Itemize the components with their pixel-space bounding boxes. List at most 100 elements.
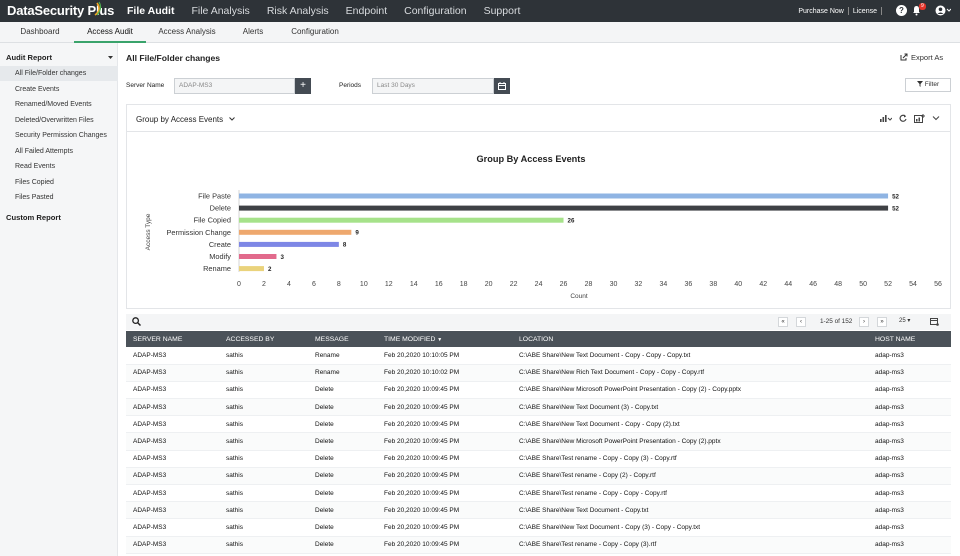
chart-bar[interactable]	[239, 266, 264, 272]
table-row[interactable]: ADAP-MS3 sathis Delete Feb 20,2020 10:09:45…	[126, 536, 951, 554]
purchase-now-link[interactable]: Purchase Now	[798, 7, 844, 15]
filter-button[interactable]: Filter	[905, 78, 951, 92]
chart-x-tick-label: 44	[784, 281, 792, 288]
chart-x-tick-label: 52	[884, 281, 892, 288]
cell-accessed-by: sathis	[219, 501, 308, 520]
export-as-button[interactable]: Export As	[900, 53, 943, 62]
server-name-label: Server Name	[126, 82, 165, 89]
col-accessed-by[interactable]: ACCESSED BY	[219, 331, 308, 347]
calendar-button[interactable]	[494, 78, 510, 94]
topnav-file-analysis[interactable]: File Analysis	[191, 5, 250, 17]
sidebar-item-deleted[interactable]: Deleted/Overwritten Files	[15, 117, 94, 124]
col-server-name[interactable]: SERVER NAME	[126, 331, 219, 347]
server-name-input[interactable]: ADAP-MS3	[174, 78, 295, 94]
sidebar-heading-audit-report[interactable]: Audit Report	[6, 53, 52, 62]
chart-x-tick-label: 36	[684, 281, 692, 288]
col-time-modified[interactable]: TIME MODIFIED ▼	[377, 331, 512, 347]
help-icon[interactable]: ?	[896, 5, 907, 16]
chart-x-tick-label: 2	[262, 281, 266, 288]
periods-input[interactable]: Last 30 Days	[372, 78, 494, 94]
sidebar-item-renamed-moved[interactable]: Renamed/Moved Events	[15, 101, 92, 108]
topnav-support[interactable]: Support	[483, 5, 521, 17]
table-row[interactable]: ADAP-MS3 sathis Delete Feb 20,2020 10:09:45…	[126, 450, 951, 468]
chart-bar[interactable]	[239, 229, 352, 235]
chart-bar[interactable]	[239, 193, 889, 199]
user-avatar-icon[interactable]	[935, 5, 951, 16]
topnav-configuration[interactable]: Configuration	[404, 5, 467, 17]
page-size-select[interactable]: 25 ▾	[899, 318, 911, 324]
cell-time-modified: Feb 20,2020 10:09:45 PM	[377, 398, 512, 417]
table-row[interactable]: ADAP-MS3 sathis Delete Feb 20,2020 10:09:45…	[126, 518, 951, 537]
table-row[interactable]: ADAP-MS3 sathis Delete Feb 20,2020 10:09:45…	[126, 398, 951, 417]
chart-bar[interactable]	[239, 241, 339, 247]
cell-time-modified: Feb 20,2020 10:09:45 PM	[377, 467, 512, 486]
filter-label: Filter	[924, 81, 940, 88]
add-server-button[interactable]: +	[295, 78, 311, 94]
sidebar-item-permission-changes[interactable]: Security Permission Changes	[15, 132, 107, 139]
pagination-info: 1-25 of 152	[820, 318, 853, 325]
cell-message: Delete	[308, 415, 377, 434]
cell-accessed-by: sathis	[219, 364, 308, 382]
page-size-value: 25	[899, 318, 906, 324]
sidebar-item-files-copied[interactable]: Files Copied	[15, 179, 54, 186]
table-row[interactable]: ADAP-MS3 sathis Rename Feb 20,2020 10:10:02…	[126, 364, 951, 382]
cell-location: C:\ABE Share\New Rich Text Document - Co…	[512, 364, 868, 382]
bar-chart: Group By Access Events Access Type Count…	[145, 154, 942, 300]
cell-time-modified: Feb 20,2020 10:09:45 PM	[377, 432, 512, 451]
chart-bar[interactable]	[239, 254, 277, 259]
chart-type-icon[interactable]	[880, 114, 892, 122]
sidebar-heading-custom-report[interactable]: Custom Report	[6, 213, 61, 222]
add-to-dashboard-icon[interactable]	[914, 114, 925, 123]
first-page-button[interactable]: «	[778, 317, 788, 327]
tab-alerts[interactable]: Alerts	[242, 27, 264, 36]
prev-page-button[interactable]: ‹	[796, 317, 806, 327]
chart-bar[interactable]	[239, 205, 889, 211]
cell-message: Delete	[308, 467, 377, 486]
cell-accessed-by: sathis	[219, 381, 308, 400]
sidebar-item-files-pasted[interactable]: Files Pasted	[15, 194, 54, 201]
column-chooser-icon[interactable]	[930, 318, 939, 326]
topnav-file-audit[interactable]: File Audit	[127, 5, 175, 17]
col-location[interactable]: LOCATION	[512, 331, 868, 347]
calendar-icon	[498, 82, 506, 90]
sidebar-item-all-changes[interactable]: All File/Folder changes	[0, 66, 118, 81]
bell-icon[interactable]	[912, 5, 921, 16]
table-row[interactable]: ADAP-MS3 sathis Delete Feb 20,2020 10:09:45…	[126, 432, 951, 451]
table-row[interactable]: ADAP-MS3 sathis Delete Feb 20,2020 10:09:45…	[126, 484, 951, 503]
topnav-risk-analysis[interactable]: Risk Analysis	[266, 5, 329, 17]
license-link[interactable]: License	[852, 7, 877, 15]
tab-dashboard[interactable]: Dashboard	[20, 27, 60, 36]
cell-server-name: ADAP-MS3	[126, 381, 219, 400]
table-row[interactable]: ADAP-MS3 sathis Rename Feb 20,2020 10:10:05…	[126, 347, 951, 365]
cell-host-name: adap-ms3	[868, 398, 951, 417]
table-row[interactable]: ADAP-MS3 sathis Delete Feb 20,2020 10:09:45…	[126, 381, 951, 400]
col-message[interactable]: MESSAGE	[308, 331, 377, 347]
cell-time-modified: Feb 20,2020 10:09:45 PM	[377, 518, 512, 537]
table-row[interactable]: ADAP-MS3 sathis Delete Feb 20,2020 10:09:45…	[126, 415, 951, 434]
tab-access-audit[interactable]: Access Audit	[74, 22, 146, 43]
table-row[interactable]: ADAP-MS3 sathis Delete Feb 20,2020 10:09:45…	[126, 501, 951, 520]
cell-message: Delete	[308, 381, 377, 400]
cell-time-modified: Feb 20,2020 10:09:45 PM	[377, 536, 512, 554]
chart-x-tick-label: 14	[410, 281, 418, 288]
last-page-button[interactable]: »	[877, 317, 887, 327]
events-table: SERVER NAME ACCESSED BY MESSAGE TIME MOD…	[126, 331, 951, 554]
refresh-icon[interactable]	[899, 114, 907, 122]
sidebar-item-create-events[interactable]: Create Events	[15, 86, 60, 93]
logo-swirl-icon	[94, 1, 102, 16]
collapse-chevron-icon[interactable]	[932, 114, 940, 122]
next-page-button[interactable]: ›	[859, 317, 869, 327]
tab-access-analysis[interactable]: Access Analysis	[158, 27, 216, 36]
group-by-dropdown[interactable]: Group by Access Events	[136, 115, 236, 124]
table-row[interactable]: ADAP-MS3 sathis Delete Feb 20,2020 10:09:45…	[126, 467, 951, 486]
sidebar-item-failed-attempts[interactable]: All Failed Attempts	[15, 148, 73, 155]
sidebar-item-read-events[interactable]: Read Events	[15, 163, 56, 170]
topnav-endpoint[interactable]: Endpoint	[345, 5, 388, 17]
chart-bar[interactable]	[239, 217, 564, 223]
app-logo[interactable]: DataSecurity Plus	[7, 3, 115, 18]
search-icon[interactable]	[132, 317, 141, 326]
tab-configuration[interactable]: Configuration	[291, 27, 339, 36]
chart-x-tick-label: 8	[337, 281, 341, 288]
col-host-name[interactable]: HOST NAME	[868, 331, 951, 347]
chart-x-tick-label: 40	[734, 281, 742, 288]
